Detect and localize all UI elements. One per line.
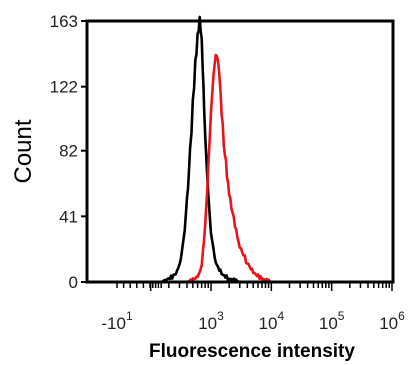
series-line-black — [160, 15, 241, 284]
x-axis-ticks: -101 103 104 105 106 — [101, 282, 405, 333]
plot-frame — [85, 19, 395, 284]
x-tick-label: 103 — [198, 309, 224, 333]
x-tick-label: -101 — [101, 309, 133, 333]
y-axis-ticks: 0 41 82 122 163 — [50, 12, 87, 292]
y-tick-label: 122 — [50, 78, 78, 97]
series-line-red — [186, 53, 272, 284]
x-tick-label: 105 — [319, 309, 345, 333]
x-tick-label: 104 — [259, 309, 285, 333]
y-tick-label: 41 — [59, 207, 78, 226]
x-axis-title: Fluorescence intensity — [149, 341, 355, 362]
histogram-series — [160, 15, 272, 284]
y-tick-label: 82 — [59, 142, 78, 161]
y-tick-label: 163 — [50, 12, 78, 31]
y-axis-title: Count — [10, 119, 37, 183]
y-tick-label: 0 — [69, 273, 78, 292]
x-tick-label: 106 — [379, 309, 405, 333]
